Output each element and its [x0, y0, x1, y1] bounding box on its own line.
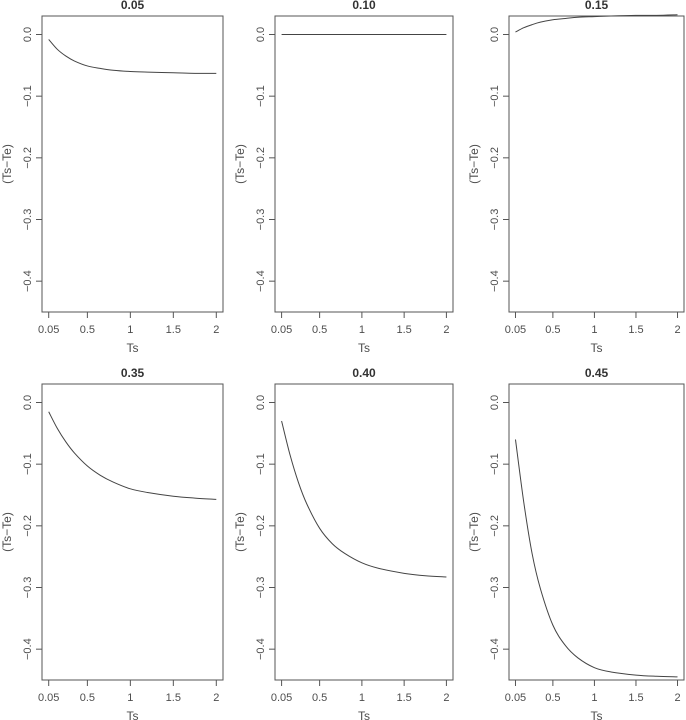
- x-tick-label: 1: [359, 692, 365, 704]
- y-tick-label: −0.4: [255, 638, 267, 660]
- y-tick-label: −0.2: [489, 515, 501, 537]
- series-line: [48, 39, 217, 74]
- y-tick-label: −0.1: [255, 453, 267, 475]
- x-tick-label: 0.05: [271, 324, 292, 336]
- panel-title: 0.05: [121, 0, 145, 12]
- x-axis-label: Ts: [358, 709, 370, 720]
- y-tick-label: −0.3: [22, 577, 34, 599]
- x-tick-label: 0.05: [271, 692, 292, 704]
- x-tick-label: 2: [443, 324, 449, 336]
- x-tick-label: 2: [674, 692, 680, 704]
- x-tick-label: 1.5: [166, 692, 181, 704]
- panel-title: 0.35: [121, 366, 145, 380]
- y-tick-label: −0.3: [22, 209, 34, 231]
- x-tick-label: 0.05: [505, 324, 526, 336]
- x-tick-label: 1: [127, 692, 133, 704]
- y-tick-label: −0.1: [22, 453, 34, 475]
- x-tick-label: 2: [213, 324, 219, 336]
- y-axis-label: (Ts−Te): [233, 512, 247, 552]
- y-tick-label: −0.3: [489, 209, 501, 231]
- y-tick-label: −0.1: [489, 453, 501, 475]
- y-axis-label: (Ts−Te): [467, 144, 481, 184]
- y-axis-label: (Ts−Te): [467, 512, 481, 552]
- y-tick-label: −0.3: [255, 577, 267, 599]
- x-tick-label: 1.5: [396, 324, 411, 336]
- chart-panel-6: 0.45 0.05 0.5 1 1.5 2 0.0 −0.1 −0.2 −0.3 −0.4 Ts (Ts…: [467, 366, 685, 720]
- y-tick-label: 0.0: [489, 395, 501, 410]
- y-tick-label: −0.1: [22, 85, 34, 107]
- y-tick-label: −0.4: [22, 270, 34, 292]
- chart-panel-1: 0.05 0.05 0.5 1 1.5 2 0.0 −0.1 −0.2 −0.3 −0.4 Ts (Ts…: [0, 0, 224, 355]
- plot-area: [41, 15, 224, 313]
- x-tick-label: 0.05: [505, 692, 526, 704]
- x-tick-label: 1: [591, 692, 597, 704]
- y-tick-label: −0.3: [255, 209, 267, 231]
- y-tick-label: −0.4: [255, 270, 267, 292]
- series-line: [48, 411, 217, 500]
- y-tick-label: 0.0: [255, 27, 267, 42]
- x-tick-label: 1: [359, 324, 365, 336]
- x-tick-label: 0.5: [545, 692, 560, 704]
- panel-title: 0.10: [352, 0, 376, 12]
- panel-title: 0.45: [585, 366, 609, 380]
- chart-panel-2: 0.10 0.05 0.5 1 1.5 2 0.0 −0.1 −0.2 −0.3 −0.4 Ts (Ts…: [233, 0, 454, 355]
- chart-panel-4: 0.35 0.05 0.5 1 1.5 2 0.0 −0.1 −0.2 −0.3 −0.4 Ts (Ts…: [0, 366, 224, 720]
- x-tick-label: 0.05: [38, 692, 59, 704]
- x-tick-label: 1.5: [628, 324, 643, 336]
- y-tick-label: 0.0: [489, 27, 501, 42]
- x-tick-label: 0.5: [80, 324, 95, 336]
- y-tick-label: 0.0: [22, 395, 34, 410]
- x-tick-label: 2: [443, 692, 449, 704]
- x-axis-label: Ts: [127, 341, 139, 355]
- x-tick-label: 2: [674, 324, 680, 336]
- x-tick-label: 1.5: [396, 692, 411, 704]
- y-tick-label: −0.1: [489, 85, 501, 107]
- y-tick-label: −0.4: [489, 270, 501, 292]
- y-tick-label: −0.2: [255, 515, 267, 537]
- x-tick-label: 0.05: [38, 324, 59, 336]
- y-axis-label: (Ts−Te): [0, 512, 14, 552]
- plot-area: [508, 383, 685, 681]
- plot-area: [274, 15, 454, 313]
- y-tick-label: −0.2: [255, 147, 267, 169]
- panel-title: 0.15: [585, 0, 609, 12]
- x-tick-label: 0.5: [80, 692, 95, 704]
- chart-panel-5: 0.40 0.05 0.5 1 1.5 2 0.0 −0.1 −0.2 −0.3 −0.4 Ts (Ts…: [233, 366, 454, 720]
- x-tick-label: 1.5: [166, 324, 181, 336]
- y-axis-label: (Ts−Te): [0, 144, 14, 184]
- series-line: [281, 420, 447, 578]
- x-tick-label: 0.5: [312, 324, 327, 336]
- y-tick-label: −0.2: [22, 147, 34, 169]
- x-tick-label: 1: [591, 324, 597, 336]
- x-tick-label: 0.5: [312, 692, 327, 704]
- y-tick-label: −0.2: [22, 515, 34, 537]
- x-axis-label: Ts: [591, 341, 603, 355]
- y-tick-label: −0.3: [489, 577, 501, 599]
- y-axis-label: (Ts−Te): [233, 144, 247, 184]
- chart-panel-3: 0.15 0.05 0.5 1 1.5 2 0.0 −0.1 −0.2 −0.3 −0.4 Ts (Ts…: [467, 0, 685, 355]
- plot-area: [274, 383, 454, 681]
- x-tick-label: 2: [213, 692, 219, 704]
- x-axis-label: Ts: [127, 709, 139, 720]
- y-tick-label: 0.0: [255, 395, 267, 410]
- x-axis-label: Ts: [591, 709, 603, 720]
- panel-title: 0.40: [352, 366, 376, 380]
- x-tick-label: 0.5: [545, 324, 560, 336]
- x-tick-label: 1: [127, 324, 133, 336]
- y-tick-label: −0.1: [255, 85, 267, 107]
- y-tick-label: −0.4: [22, 638, 34, 660]
- plot-area: [508, 15, 685, 313]
- y-tick-label: 0.0: [22, 27, 34, 42]
- series-line: [515, 14, 678, 33]
- series-line: [514, 439, 678, 678]
- y-tick-label: −0.2: [489, 147, 501, 169]
- x-axis-label: Ts: [358, 341, 370, 355]
- y-tick-label: −0.4: [489, 638, 501, 660]
- plot-area: [41, 383, 224, 681]
- x-tick-label: 1.5: [628, 692, 643, 704]
